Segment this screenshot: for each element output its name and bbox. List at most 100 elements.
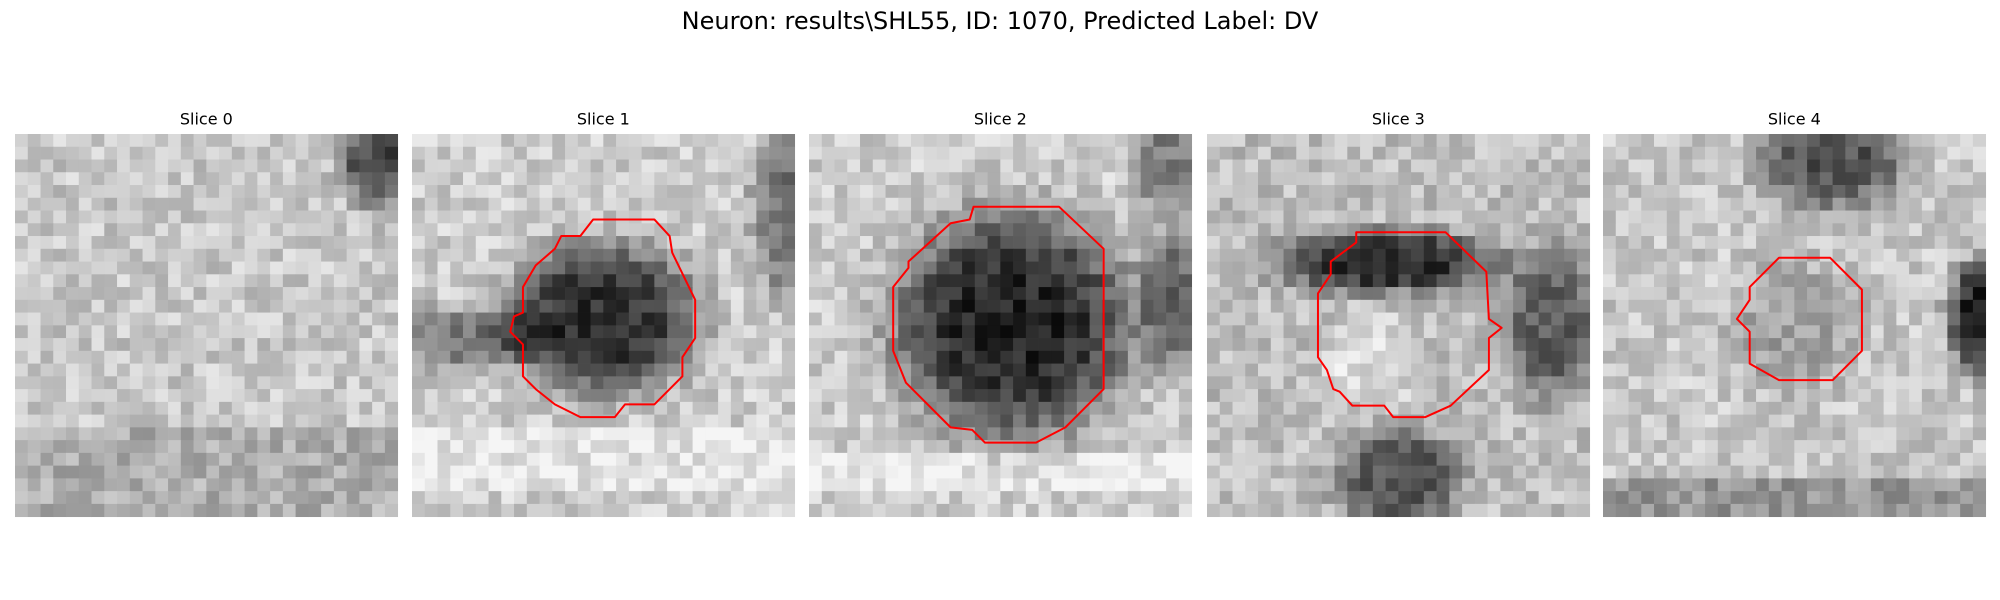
pixel [1487,274,1501,288]
pixel [78,491,92,505]
pixel [168,350,182,364]
pixel [1705,197,1719,211]
pixel [1781,312,1795,326]
pixel [1538,503,1552,518]
pixel [1756,159,1770,173]
pixel [654,146,668,160]
pixel [1743,261,1757,275]
pixel [282,261,296,275]
pixel [295,261,309,275]
pixel [359,427,373,441]
pixel [40,236,54,250]
pixel [244,389,258,403]
pixel [539,452,553,467]
pixel [1270,414,1284,428]
pixel [1615,325,1629,339]
pixel [781,414,796,428]
pixel [488,363,502,377]
pixel [1832,338,1846,352]
pixel [129,274,143,288]
pixel [1102,146,1116,160]
pixel [308,491,322,505]
pixel [1436,452,1450,467]
pixel [1166,312,1180,326]
pixel [1360,146,1374,160]
pixel [552,299,566,313]
pixel [463,350,477,364]
pixel [1756,210,1770,224]
pixel [1025,503,1039,518]
pixel [1743,414,1757,428]
pixel [974,146,988,160]
pixel [705,210,719,224]
pixel [475,197,489,211]
pixel [437,414,451,428]
pixel [206,248,220,262]
pixel [15,350,29,364]
pixel [1283,274,1297,288]
pixel [654,274,668,288]
pixel [1743,427,1757,441]
pixel [781,287,796,301]
pixel [923,172,937,186]
pixel [463,146,477,160]
pixel [692,236,706,250]
pixel [705,338,719,352]
pixel [359,248,373,262]
pixel [117,134,131,148]
pixel [168,414,182,428]
pixel [1756,274,1770,288]
pixel [463,274,477,288]
pixel [565,350,579,364]
pixel [1921,312,1936,326]
pixel [718,287,732,301]
pixel [1781,159,1795,173]
pixel [809,299,823,313]
pixel [667,440,681,454]
pixel [15,427,29,441]
pixel [1525,287,1540,301]
pixel [91,274,105,288]
pixel [730,491,745,505]
pixel [78,236,92,250]
pixel [756,363,770,377]
pixel [1411,210,1425,224]
pixel [1870,236,1884,250]
pixel [1525,185,1540,199]
pixel [577,363,591,377]
pixel [1794,287,1808,301]
pixel [1321,465,1335,479]
pixel [1385,274,1399,288]
pixel [155,414,169,428]
pixel [1832,401,1846,415]
pixel [730,465,745,479]
pixel [1115,185,1129,199]
pixel [1436,440,1450,454]
pixel [667,210,681,224]
pixel [1398,452,1412,467]
pixel [1283,503,1297,518]
pixel [321,299,335,313]
pixel [1538,197,1552,211]
pixel [333,299,348,313]
pixel [1858,389,1872,403]
pixel [1564,223,1578,237]
pixel [1883,376,1897,390]
pixel [885,478,899,492]
pixel [424,172,438,186]
pixel [1756,185,1770,199]
pixel [514,261,528,275]
pixel [1679,134,1693,148]
pixel [1807,274,1821,288]
pixel [219,134,233,148]
pixel [1232,223,1246,237]
pixel [1487,465,1501,479]
pixel [1115,248,1129,262]
pixel [552,274,566,288]
pixel [1127,261,1142,275]
pixel [949,440,963,454]
pixel [346,401,360,415]
pixel [1513,210,1527,224]
pixel [27,159,41,173]
pixel [1615,236,1629,250]
